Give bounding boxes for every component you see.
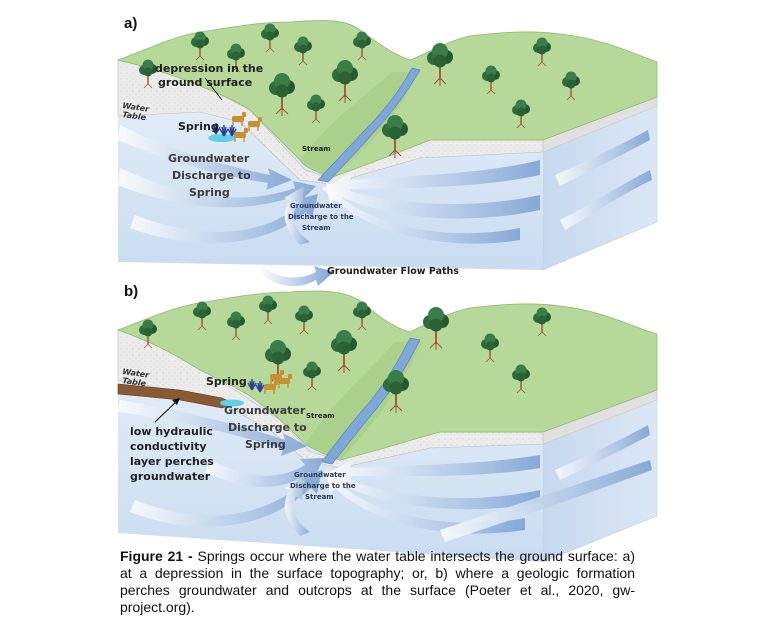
- discharge-stream-label-line3: Stream: [305, 493, 334, 501]
- water-table-label-line2: Table: [122, 110, 147, 122]
- flow-arrow: [205, 458, 324, 487]
- panel-b-label: b): [124, 283, 138, 300]
- figure-number: Figure 21 -: [120, 548, 193, 564]
- water-table-label-line2: Table: [122, 376, 147, 388]
- low-k-layer-label: low hydraulic: [130, 425, 213, 438]
- spring-label: Spring: [178, 120, 219, 133]
- flow-arrow: [130, 470, 322, 527]
- panel-b-spring-pool: [220, 399, 244, 407]
- spring-label: Spring: [206, 375, 247, 388]
- flow-arrow: [326, 470, 525, 534]
- panel-a-spring-pool: [208, 134, 236, 142]
- depression-label: depression in the: [155, 62, 263, 75]
- flow-arrow: [284, 476, 310, 536]
- panel-a-stream: [317, 67, 421, 183]
- low-k-layer-label-line2: conductivity: [130, 440, 207, 453]
- stream-label: Stream: [306, 412, 335, 420]
- flow-arrow: [130, 194, 318, 244]
- flow-arrow: [328, 455, 540, 483]
- low-k-layer-label-line4: groundwater: [130, 470, 211, 483]
- flow-arrow: [328, 160, 540, 196]
- low-k-layer-pointer-arrowhead: [172, 398, 180, 405]
- discharge-spring-label-line3: Spring: [245, 438, 286, 451]
- panel-b: b): [116, 283, 658, 563]
- low-k-layer-label-line3: layer perches: [130, 455, 214, 468]
- low-k-layer-pointer: [154, 399, 179, 423]
- flow-arrow: [118, 400, 307, 456]
- discharge-spring-label: Groundwater: [224, 404, 306, 417]
- figure-caption: Figure 21 - Springs occur where the wate…: [120, 548, 635, 616]
- discharge-stream-label: Groundwater: [294, 471, 346, 479]
- depression-label-line2: ground surface: [158, 76, 252, 89]
- flow-arrow: [326, 182, 520, 244]
- flow-arrow: [555, 425, 650, 480]
- panel-a-flow-arrows: [118, 125, 652, 245]
- caption-text: Springs occur where the water table inte…: [120, 548, 635, 615]
- flow-arrow: [322, 183, 540, 219]
- legend-flow-arrow-icon: [258, 266, 334, 287]
- discharge-stream-label-line3: Stream: [302, 224, 331, 232]
- water-table-label: Water: [122, 101, 151, 114]
- flow-arrow: [560, 170, 652, 230]
- discharge-spring-label-line3: Spring: [189, 186, 230, 199]
- panel-a-label: a): [124, 15, 137, 32]
- water-table-label: Water: [122, 367, 151, 380]
- flow-arrow: [322, 471, 540, 510]
- stream-label: Stream: [302, 145, 331, 153]
- discharge-spring-label: Groundwater: [168, 152, 250, 165]
- panel-b-flow-arrows: [118, 400, 652, 542]
- legend-flow-paths-label: Groundwater Flow Paths: [327, 266, 459, 277]
- flow-arrow: [555, 130, 650, 186]
- depression-pointer: [204, 77, 223, 101]
- flow-arrow: [118, 125, 292, 190]
- discharge-stream-label-line2: Discharge to the: [288, 213, 354, 221]
- legend: Groundwater Flow Paths: [258, 266, 459, 287]
- discharge-spring-label-line2: Discharge to: [228, 421, 307, 434]
- discharge-stream-label-line2: Discharge to the: [290, 482, 356, 490]
- panel-a-valley-shade: [300, 72, 420, 178]
- flow-arrow: [118, 168, 316, 208]
- flow-arrow: [440, 460, 652, 542]
- discharge-stream-label: Groundwater: [290, 202, 342, 210]
- flow-arrow: [284, 186, 310, 245]
- discharge-spring-label-line2: Discharge to: [172, 169, 251, 182]
- panel-a: a): [116, 15, 658, 271]
